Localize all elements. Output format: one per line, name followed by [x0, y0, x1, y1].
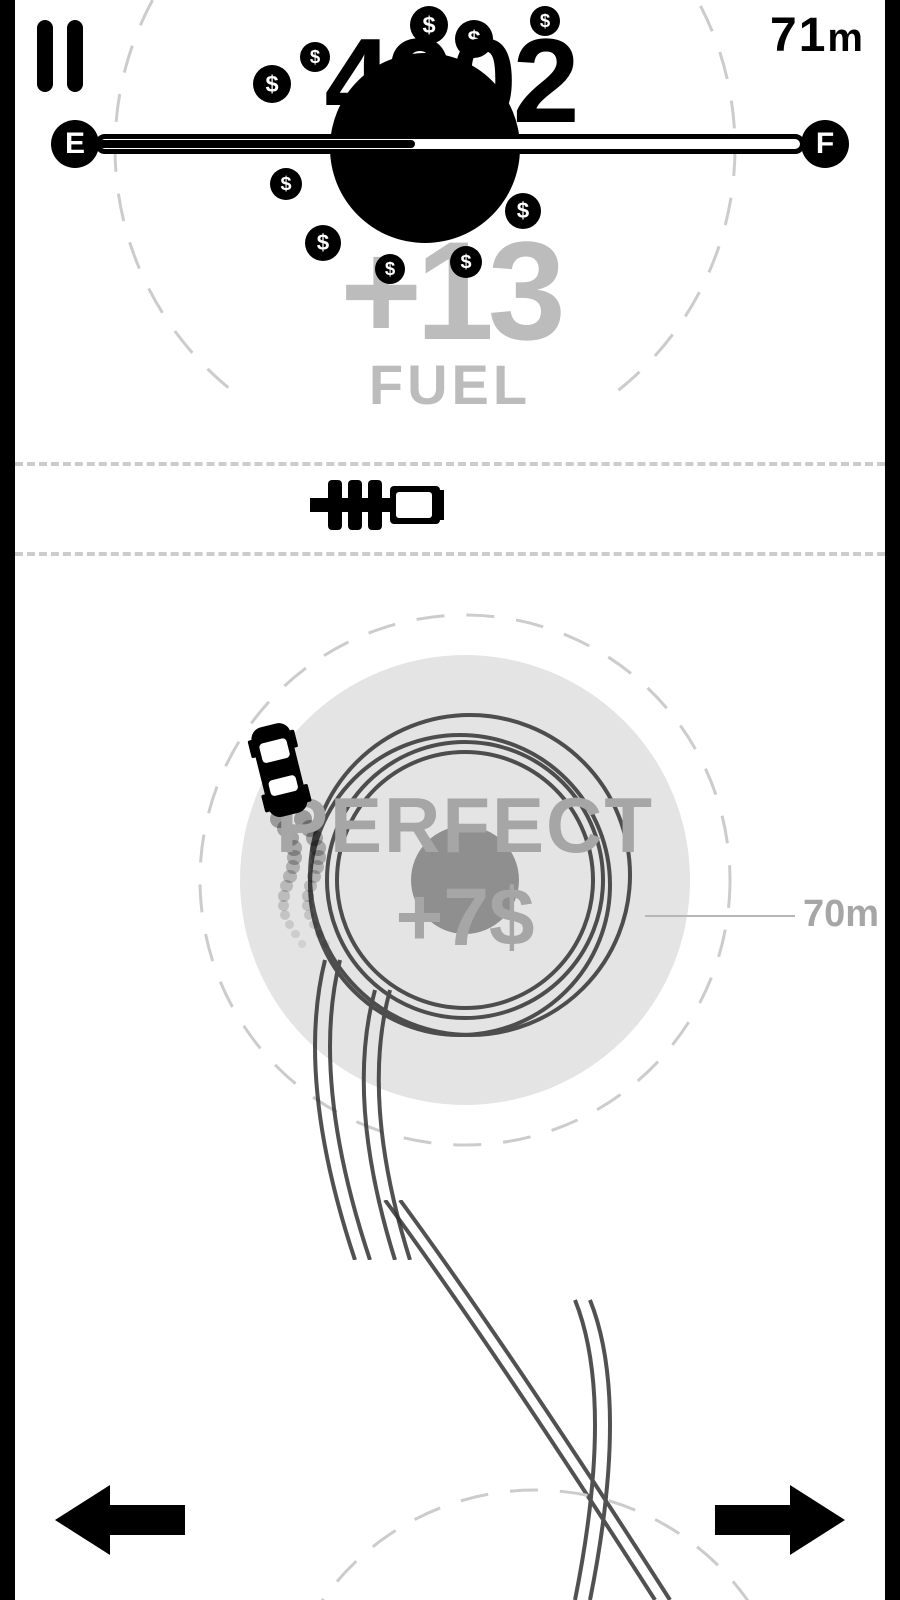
- coin-icon: $: [253, 65, 291, 103]
- road-lane-top: [15, 462, 885, 466]
- donut-rating: PERFECT +7$: [275, 780, 655, 965]
- distance-display: 71m: [770, 8, 865, 63]
- distance-unit: m: [827, 16, 865, 60]
- coin-icon: $: [270, 168, 302, 200]
- road-lane-bottom: [15, 552, 885, 556]
- steer-right-button[interactable]: [715, 1480, 845, 1560]
- fuel-full-cap: F: [801, 120, 849, 168]
- coin-icon: $: [505, 193, 541, 229]
- score-display: 4902: [325, 12, 576, 150]
- game-area[interactable]: $$$$$$$$$$ +13 FUEL 4902 71m E F: [15, 0, 885, 1600]
- fuel-bonus-indicator: +13 FUEL: [340, 210, 559, 417]
- fuel-empty-cap: E: [51, 120, 99, 168]
- distance-value: 71: [770, 9, 827, 62]
- pause-button[interactable]: [37, 20, 87, 92]
- coin-icon: $: [450, 246, 482, 278]
- fuel-bonus-label: FUEL: [340, 352, 559, 417]
- fuel-bonus-value: +13: [340, 210, 559, 372]
- coin-icon: $: [375, 254, 405, 284]
- distance-marker-line: [645, 915, 795, 917]
- truck-obstacle: [310, 480, 450, 535]
- donut-bonus-text: +7$: [275, 871, 655, 965]
- donut-rating-text: PERFECT: [275, 780, 655, 871]
- coin-icon: $: [305, 225, 341, 261]
- steer-left-button[interactable]: [55, 1480, 185, 1560]
- distance-marker-label: 70m: [803, 893, 879, 936]
